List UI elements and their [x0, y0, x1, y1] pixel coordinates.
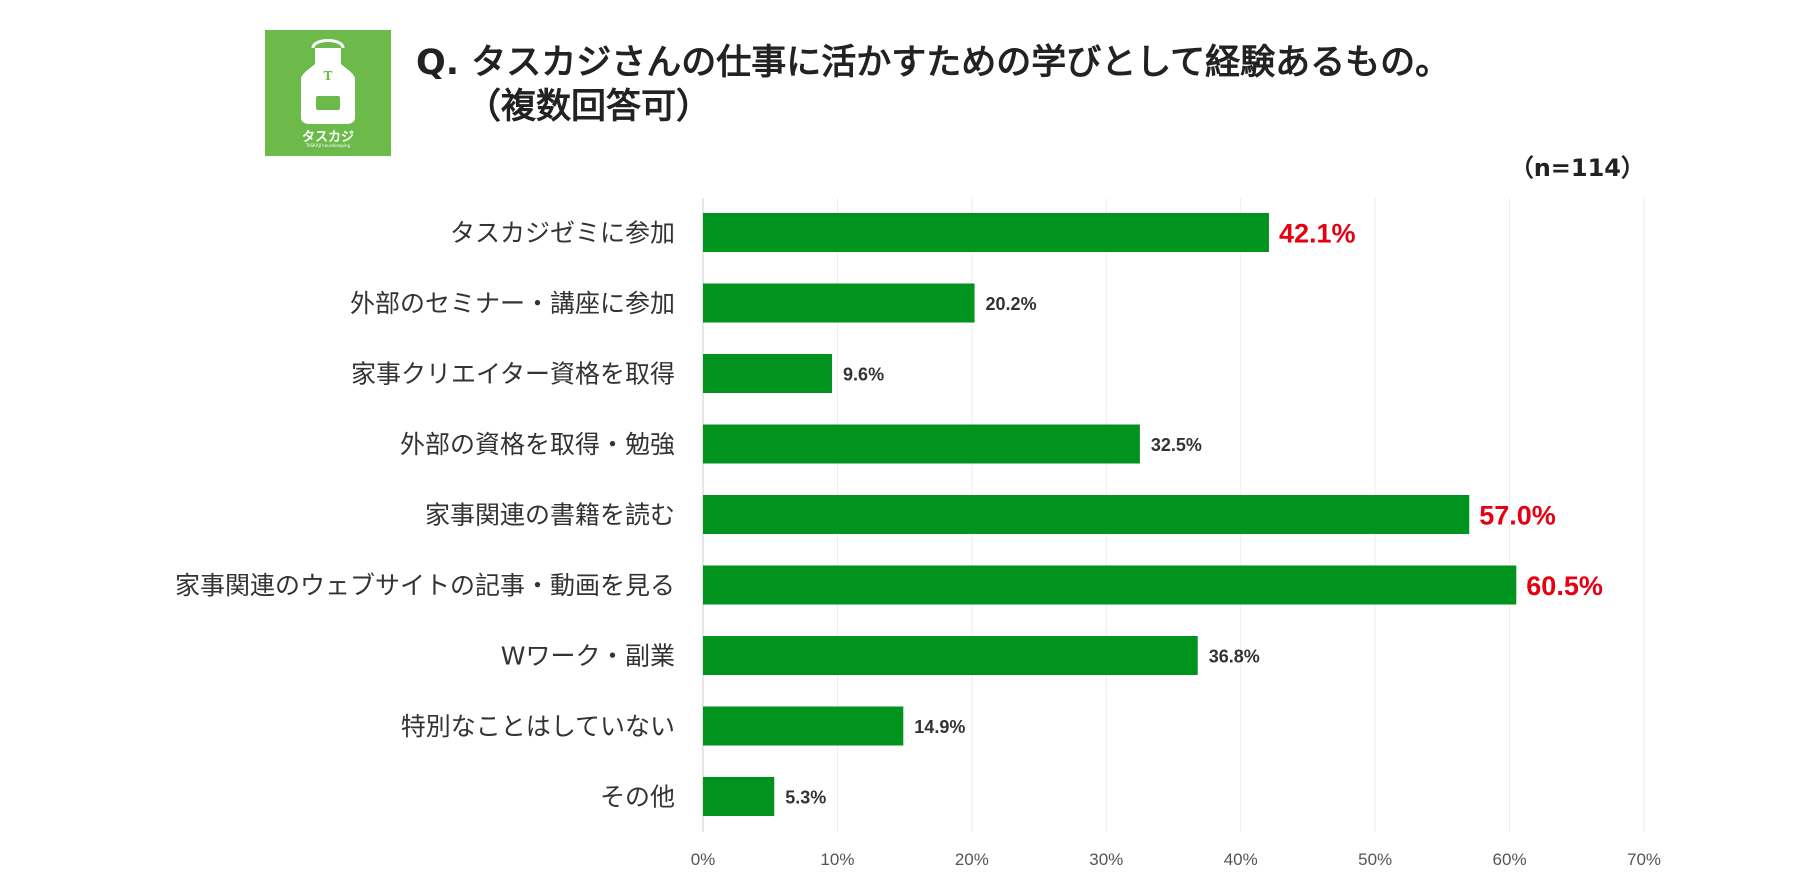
bar-5	[703, 495, 1470, 534]
title-line-2: （複数回答可）	[466, 86, 712, 127]
x-tick-label: 50%	[1358, 850, 1392, 869]
category-label: 家事関連の書籍を読む	[425, 501, 675, 530]
chart-title: Q. タスカジさんの仕事に活かすための学びとして経験あるもの。 （複数回答可）	[416, 42, 1450, 130]
value-label: 14.9%	[914, 717, 965, 737]
x-tick-label: 60%	[1493, 850, 1527, 869]
bar-8	[703, 706, 904, 746]
value-label: 20.2%	[986, 294, 1037, 314]
bar-3	[703, 354, 833, 393]
category-label: 外部の資格を取得・勉強	[400, 430, 675, 459]
bar-6	[703, 565, 1517, 605]
logo-subtext: TASKAJI housekeeping	[305, 143, 351, 148]
value-label: 60.5%	[1526, 571, 1603, 601]
bar-1	[703, 213, 1269, 252]
value-label: 42.1%	[1279, 219, 1356, 249]
x-tick-label: 0%	[691, 850, 716, 869]
category-label: 家事クリエイター資格を取得	[351, 360, 675, 389]
category-label: 家事関連のウェブサイトの記事・動画を見る	[175, 571, 675, 600]
category-label: タスカジゼミに参加	[450, 219, 675, 248]
tasukaji-logo: T タスカジ TASKAJI housekeeping	[265, 30, 391, 156]
value-label: 9.6%	[843, 365, 884, 385]
x-tick-label: 30%	[1089, 850, 1123, 869]
value-label: 32.5%	[1151, 435, 1202, 455]
value-label: 57.0%	[1479, 501, 1556, 531]
category-label: 外部のセミナー・講座に参加	[350, 289, 675, 318]
sample-size-label: （n=114）	[1509, 154, 1645, 182]
x-tick-label: 10%	[820, 850, 854, 869]
x-tick-label: 40%	[1224, 850, 1258, 869]
x-tick-label: 70%	[1627, 850, 1661, 869]
logo-text: タスカジ	[301, 130, 354, 145]
apron-icon: T	[301, 39, 355, 124]
bar-7	[703, 636, 1198, 675]
bar-2	[703, 283, 975, 323]
bar-9	[703, 777, 775, 816]
svg-text:T: T	[324, 69, 333, 83]
bar-4	[703, 424, 1140, 464]
value-label: 36.8%	[1209, 647, 1260, 667]
title-line-1: Q. タスカジさんの仕事に活かすための学びとして経験あるもの。	[416, 43, 1451, 83]
category-label: 特別なことはしていない	[401, 712, 675, 741]
x-tick-label: 20%	[955, 850, 989, 869]
value-label: 5.3%	[785, 788, 826, 808]
category-label: Wワーク・副業	[501, 642, 675, 671]
category-label: その他	[600, 783, 675, 812]
